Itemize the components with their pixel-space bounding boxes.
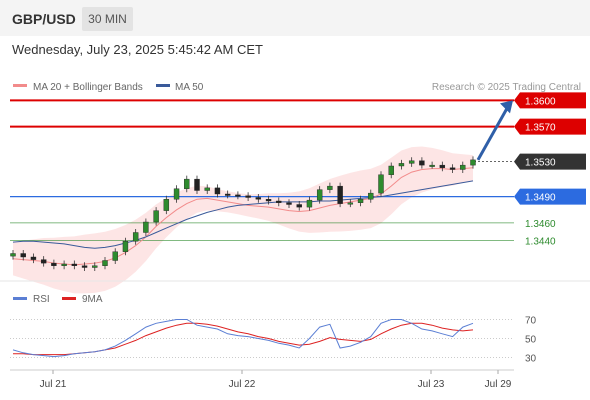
- rsi-tick-label: 70: [525, 316, 537, 327]
- header-bar: GBP/USD 30 MIN: [0, 0, 590, 36]
- level-label-support: 1.3460: [525, 219, 556, 230]
- legend-swatch-rsi: [13, 297, 27, 300]
- candle-body: [112, 251, 118, 261]
- candle-body: [378, 174, 384, 194]
- candle-body: [61, 263, 67, 266]
- level-tag-resistance: [514, 92, 586, 109]
- level-label-support: 1.3440: [525, 236, 556, 247]
- candle-body: [92, 265, 98, 268]
- candle-body: [153, 210, 159, 223]
- candle-body: [439, 164, 446, 168]
- candle-body: [245, 195, 251, 198]
- bollinger-band-layer: [13, 146, 473, 294]
- level-labels-layer: 1.3600 1.3570 1.3530 1.3490 1.3460 1.3440: [514, 92, 586, 247]
- candle-body: [20, 253, 26, 258]
- level-label-resistance: 1.3570: [525, 123, 556, 134]
- projection-arrow-layer: [476, 100, 513, 161]
- rsi-tick-label: 50: [525, 335, 537, 346]
- candle-body: [163, 199, 170, 211]
- candle-body: [10, 253, 16, 257]
- ma9-line: [13, 322, 474, 356]
- legend-swatch-9ma: [62, 297, 76, 300]
- candle-body: [194, 178, 200, 191]
- legend-label-ma20: MA 20 + Bollinger Bands: [33, 82, 143, 93]
- candle-body: [81, 265, 88, 268]
- legend-swatch-ma20: [13, 84, 27, 87]
- candle-body: [470, 159, 476, 166]
- x-tick-label: Jul 29: [485, 379, 512, 390]
- x-tick-label: Jul 22: [229, 379, 256, 390]
- candle-body: [265, 199, 272, 202]
- levels-layer: [10, 99, 514, 241]
- candle-body: [71, 263, 78, 266]
- candle-body: [204, 187, 210, 191]
- legend-label-ma50: MA 50: [175, 82, 204, 93]
- candle-body: [255, 197, 262, 200]
- candle-body: [306, 199, 313, 208]
- level-tag-pivot: [514, 188, 586, 205]
- candle-body: [286, 202, 292, 205]
- rsi-line: [12, 319, 474, 358]
- candle-body: [235, 194, 241, 197]
- x-tick-label: Jul 21: [40, 379, 67, 390]
- x-axis: Jul 21 Jul 22 Jul 23 Jul 29: [40, 370, 512, 390]
- candle-body: [102, 260, 108, 266]
- timestamp: Wednesday, July 23, 2025 5:45:42 AM CET: [12, 42, 263, 57]
- candle-body: [122, 241, 129, 252]
- candle-body: [224, 193, 231, 196]
- candle-body: [143, 221, 149, 233]
- projection-arrow-head: [500, 100, 513, 114]
- candle-body: [30, 256, 37, 260]
- legend-label-rsi: RSI: [33, 294, 50, 305]
- projection-arrow: [476, 107, 509, 161]
- candle-body: [316, 189, 323, 201]
- candle-body: [337, 185, 343, 204]
- candle-body: [214, 187, 221, 195]
- candle-body: [408, 160, 415, 164]
- candle-body: [184, 178, 190, 189]
- symbol-label: GBP/USD: [12, 11, 76, 27]
- candle-body: [327, 185, 333, 190]
- level-tag-resistance: [514, 118, 586, 135]
- rsi-panel: 70 50 30: [10, 316, 537, 365]
- legend-label-9ma: 9MA: [82, 294, 103, 305]
- timeframe-button[interactable]: 30 MIN: [82, 7, 133, 31]
- candle-body: [173, 188, 180, 200]
- rsi-tick-label: 30: [525, 354, 537, 365]
- candles-layer: [10, 156, 476, 271]
- candle-body: [460, 164, 466, 170]
- level-label-last-price: 1.3530: [525, 158, 556, 169]
- level-label-pivot: 1.3490: [525, 193, 556, 204]
- candle-body: [449, 167, 456, 170]
- candle-body: [40, 259, 47, 264]
- candle-body: [132, 232, 139, 242]
- candle-body: [398, 163, 405, 167]
- bollinger-band: [13, 146, 473, 294]
- ma50-line: [12, 180, 474, 249]
- legend-swatch-ma50: [156, 84, 170, 87]
- candle-body: [347, 202, 354, 205]
- candle-body: [276, 200, 282, 203]
- candle-body: [357, 199, 364, 203]
- candle-body: [51, 262, 57, 266]
- candle-body: [429, 164, 435, 167]
- x-tick-label: Jul 23: [418, 379, 445, 390]
- credit-text: Research © 2025 Trading Central: [432, 82, 581, 93]
- candle-body: [388, 165, 394, 175]
- ma-lines-layer: [12, 167, 474, 266]
- candle-body: [296, 204, 302, 208]
- candle-body: [368, 192, 374, 200]
- candle-body: [419, 160, 425, 166]
- level-label-resistance: 1.3600: [525, 96, 556, 107]
- level-tag-last-price: [514, 153, 586, 170]
